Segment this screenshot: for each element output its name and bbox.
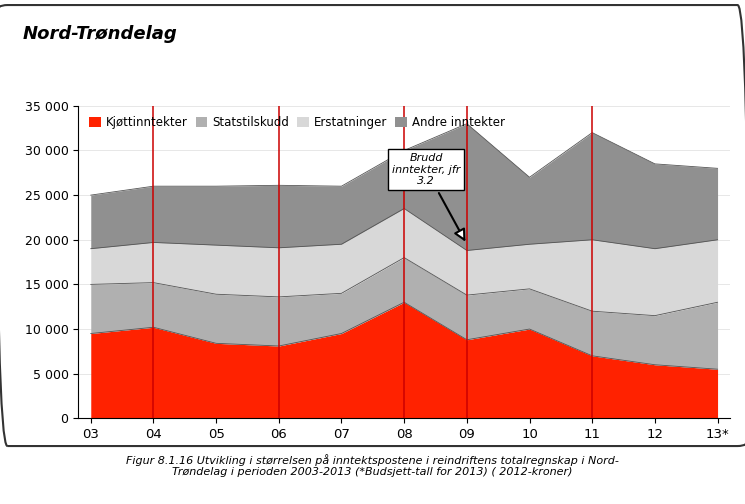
Text: Figur 8.1.16 Utvikling i størrelsen på inntektspostene i reindriftens totalregns: Figur 8.1.16 Utvikling i størrelsen på i…	[126, 454, 619, 477]
Legend: Kjøttinntekter, Statstilskudd, Erstatninger, Andre inntekter: Kjøttinntekter, Statstilskudd, Erstatnin…	[84, 112, 510, 134]
Text: Brudd
inntekter, jfr
3.2: Brudd inntekter, jfr 3.2	[392, 153, 464, 240]
Text: Nord-Trøndelag: Nord-Trøndelag	[22, 25, 177, 43]
